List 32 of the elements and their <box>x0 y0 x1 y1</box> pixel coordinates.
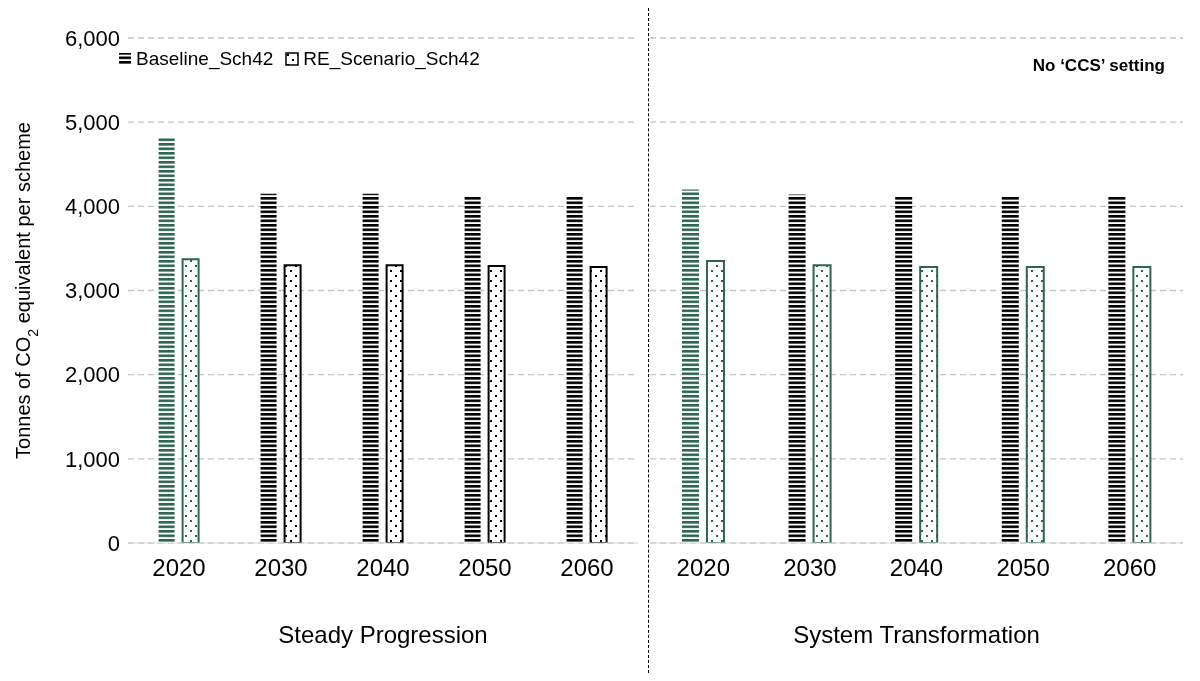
y-tick-label: 2,000 <box>64 362 120 388</box>
x-tick-label: 2020 <box>676 554 730 582</box>
bar <box>589 265 608 543</box>
y-tick-label: 0 <box>107 530 120 556</box>
x-tick-label: 2040 <box>889 554 944 582</box>
bar <box>362 193 379 543</box>
bar <box>385 264 404 543</box>
legend-label: Baseline_Sch42 <box>136 48 274 70</box>
y-tick-label: 1,000 <box>64 446 120 472</box>
x-tick-label: 2030 <box>783 554 837 582</box>
bar <box>487 265 506 543</box>
y-tick-label: 3,000 <box>64 278 120 304</box>
bar <box>283 264 302 543</box>
bar <box>260 193 277 543</box>
annotation: No ‘CCS’ setting <box>1032 56 1165 76</box>
x-axis-title: Steady Progression <box>278 621 488 648</box>
y-tick-label: 6,000 <box>64 25 120 51</box>
legend-label: RE_Scenario_Sch42 <box>303 48 480 70</box>
bar <box>181 258 200 543</box>
x-tick-label: 2030 <box>254 554 308 582</box>
x-tick-label: 2050 <box>996 554 1050 582</box>
bar <box>566 196 583 543</box>
x-tick-label: 2050 <box>458 554 512 582</box>
x-tick-label: 2060 <box>560 554 614 582</box>
bar <box>464 196 481 543</box>
y-tick-label: 5,000 <box>64 109 120 135</box>
x-tick-label: 2040 <box>356 554 410 582</box>
bar <box>158 137 175 543</box>
y-tick-label: 4,000 <box>64 194 120 220</box>
x-tick-label: 2020 <box>152 554 206 582</box>
x-tick-label: 2060 <box>1103 554 1157 582</box>
x-axis-title: System Transformation <box>793 621 1040 648</box>
